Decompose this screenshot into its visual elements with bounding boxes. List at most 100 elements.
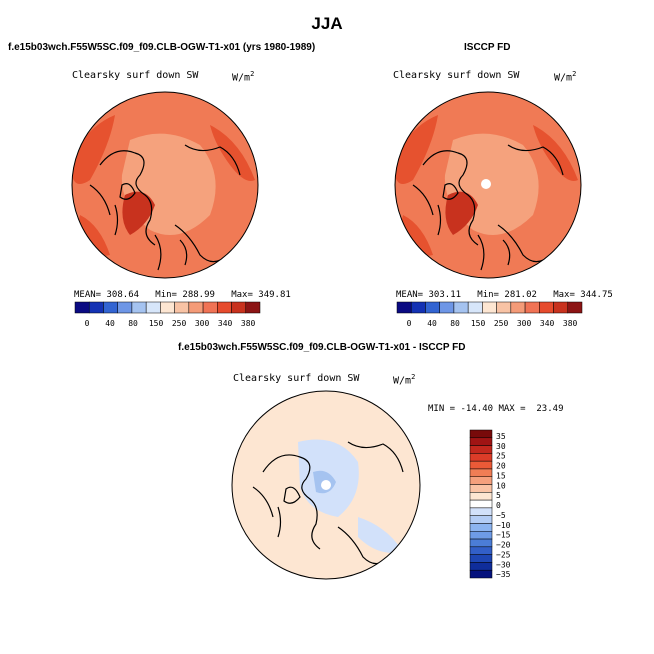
colorbar-box xyxy=(469,484,493,493)
colorbar-tick-label: 150 xyxy=(149,319,164,328)
colorbar-box xyxy=(469,515,493,524)
colorbar-box xyxy=(74,301,90,314)
colorbar-tick-label: 80 xyxy=(450,319,460,328)
colorbar-box xyxy=(103,301,118,314)
coastline xyxy=(497,224,544,263)
diff-case-name: f.e15b03wch.F55W5SC.f09_f09.CLB-OGW-T1-x… xyxy=(178,342,466,353)
colorbar-box xyxy=(245,301,261,314)
coastline xyxy=(262,454,321,550)
colorbar-box xyxy=(396,301,412,314)
colorbar-tick-label: 0 xyxy=(85,319,90,328)
diff-units: W/m2 xyxy=(393,373,416,387)
colorbar-box xyxy=(469,468,493,477)
pole-hole xyxy=(321,480,331,490)
colorbar-box xyxy=(469,460,493,470)
colorbar-box xyxy=(231,301,247,314)
pole-hole xyxy=(481,179,491,189)
colorbar-tick-label: 30 xyxy=(496,442,506,451)
colorbar-tick-label: 0 xyxy=(407,319,412,328)
colorbar-box xyxy=(469,562,493,571)
colorbar-box xyxy=(469,492,493,501)
colorbar-box xyxy=(469,429,493,439)
colorbar-tick-label: 15 xyxy=(496,471,506,480)
coastline xyxy=(422,150,479,246)
coastline xyxy=(507,144,564,176)
colorbar-box xyxy=(496,301,512,314)
panel1-variable: Clearsky surf down SW xyxy=(72,70,199,81)
colorbar-box xyxy=(524,301,540,314)
colorbar-tick-label: 35 xyxy=(496,432,506,441)
colorbar-box xyxy=(145,301,161,314)
colorbar-box xyxy=(217,301,232,314)
panel2-case-name: ISCCP FD xyxy=(464,42,511,53)
colorbar-tick-label: 150 xyxy=(471,319,486,328)
colorbar-tick-label: 340 xyxy=(218,319,233,328)
map-border xyxy=(231,390,421,580)
coastline xyxy=(347,441,404,473)
colorbar-tick-label: 300 xyxy=(195,319,210,328)
colorbar-box xyxy=(439,301,455,314)
diff-variable: Clearsky surf down SW xyxy=(233,373,360,384)
panel1-units: W/m2 xyxy=(232,70,255,84)
colorbar-box xyxy=(469,499,493,509)
colorbar-tick-label: −30 xyxy=(496,560,511,569)
coastline xyxy=(89,184,119,236)
coastline xyxy=(174,224,221,263)
panel2-stats: MEAN= 303.11 Min= 281.02 Max= 344.75 xyxy=(396,290,613,300)
colorbar-box xyxy=(469,437,493,446)
colorbar-box xyxy=(88,301,104,314)
colorbar-box xyxy=(469,476,493,485)
colorbar-box xyxy=(469,523,493,532)
panel2-map xyxy=(394,91,582,279)
colorbar-box xyxy=(202,301,218,314)
dark-region-west xyxy=(72,115,115,184)
colorbar-tick-label: −20 xyxy=(496,541,511,550)
colorbar-box xyxy=(188,301,204,314)
colorbar-box xyxy=(117,301,133,314)
map-border xyxy=(394,91,582,279)
dark-region-east xyxy=(533,125,578,181)
colorbar-tick-label: 10 xyxy=(496,481,506,490)
panel1-case-name: f.e15b03wch.F55W5SC.f09_f09.CLB-OGW-T1-x… xyxy=(8,42,316,53)
greenland-dark xyxy=(122,191,155,235)
colorbar-tick-label: 340 xyxy=(540,319,555,328)
colorbar-box xyxy=(469,507,493,516)
colorbar-tick-label: 40 xyxy=(105,319,115,328)
colorbar-box xyxy=(539,301,554,314)
colorbar-box xyxy=(425,301,440,314)
colorbar-tick-label: −15 xyxy=(496,531,511,540)
coastline xyxy=(477,234,511,271)
colorbar-box xyxy=(469,569,493,579)
map-border xyxy=(71,91,259,279)
panel2-colorbar: 0 40 80 150 250 300 340 380 xyxy=(396,301,583,328)
panel2-variable: Clearsky surf down SW xyxy=(393,70,520,81)
panel1-colorbar: 0 40 80 150 250 300 340 380 xyxy=(74,301,261,328)
coastline xyxy=(99,150,156,246)
panel1-map xyxy=(71,91,259,279)
colorbar-tick-label: 250 xyxy=(172,319,187,328)
colorbar-tick-label: 20 xyxy=(496,462,506,471)
diff-minmax: MIN = -14.40 MAX = 23.49 xyxy=(428,404,564,414)
colorbar-tick-label: 5 xyxy=(496,491,501,500)
colorbar-box xyxy=(469,531,493,540)
colorbar-box xyxy=(160,301,175,314)
colorbar-tick-label: −35 xyxy=(496,570,511,579)
panel2-units: W/m2 xyxy=(554,70,577,84)
colorbar-box xyxy=(453,301,469,314)
colorbar-tick-label: 300 xyxy=(517,319,532,328)
colorbar-box xyxy=(469,546,493,555)
coastline xyxy=(442,183,459,200)
colorbar-box xyxy=(467,301,483,314)
colorbar-box xyxy=(469,445,493,454)
panel1-stats: MEAN= 308.64 Min= 288.99 Max= 349.81 xyxy=(74,290,291,300)
colorbar-box xyxy=(553,301,569,314)
colorbar-box xyxy=(469,554,493,563)
colorbar-tick-label: 380 xyxy=(563,319,578,328)
coastline xyxy=(184,144,241,176)
colorbar-box xyxy=(174,301,190,314)
coastline xyxy=(283,486,301,504)
coastline xyxy=(154,234,188,271)
colorbar-tick-label: 380 xyxy=(241,319,256,328)
colorbar-box xyxy=(567,301,583,314)
